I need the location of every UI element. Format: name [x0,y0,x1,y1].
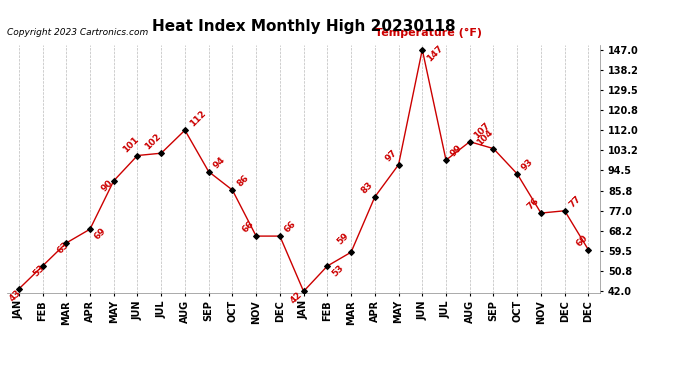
Point [179,127,190,133]
Text: 66: 66 [283,219,298,235]
Point [369,194,380,200]
Text: Copyright 2023 Cartronics.com: Copyright 2023 Cartronics.com [7,28,148,37]
Text: 147: 147 [425,44,445,63]
Text: 99: 99 [448,143,464,159]
Point [417,46,428,53]
Text: 53: 53 [330,263,345,279]
Point [13,286,24,292]
Text: 76: 76 [526,196,541,211]
Text: Temperature (°F): Temperature (°F) [375,28,482,38]
Text: 97: 97 [383,148,399,164]
Text: 107: 107 [473,121,492,140]
Point [322,263,333,269]
Point [346,249,357,255]
Point [108,178,119,184]
Text: 77: 77 [567,194,583,209]
Text: 90: 90 [100,178,115,194]
Text: 86: 86 [235,174,250,189]
Point [250,233,262,239]
Point [275,233,286,239]
Text: 53: 53 [31,263,47,279]
Point [512,171,523,177]
Point [559,208,570,214]
Text: 94: 94 [211,155,227,170]
Text: 83: 83 [359,180,375,196]
Point [298,288,309,294]
Text: 43: 43 [8,288,23,303]
Point [440,157,451,163]
Point [84,226,95,232]
Text: 104: 104 [475,128,495,147]
Point [156,150,167,156]
Point [488,146,499,152]
Text: 63: 63 [55,240,70,255]
Text: 69: 69 [92,226,108,242]
Point [227,187,238,193]
Point [37,263,48,269]
Point [132,153,143,159]
Text: 93: 93 [520,157,535,172]
Text: 102: 102 [143,132,163,152]
Point [464,139,475,145]
Point [535,210,546,216]
Text: 60: 60 [575,233,590,249]
Text: Heat Index Monthly High 20230118: Heat Index Monthly High 20230118 [152,19,455,34]
Point [61,240,72,246]
Point [583,247,594,253]
Text: 59: 59 [336,231,351,247]
Point [203,169,214,175]
Text: 101: 101 [121,135,140,154]
Text: 66: 66 [241,219,256,235]
Text: 42: 42 [288,290,304,305]
Text: 112: 112 [188,109,207,129]
Point [393,162,404,168]
